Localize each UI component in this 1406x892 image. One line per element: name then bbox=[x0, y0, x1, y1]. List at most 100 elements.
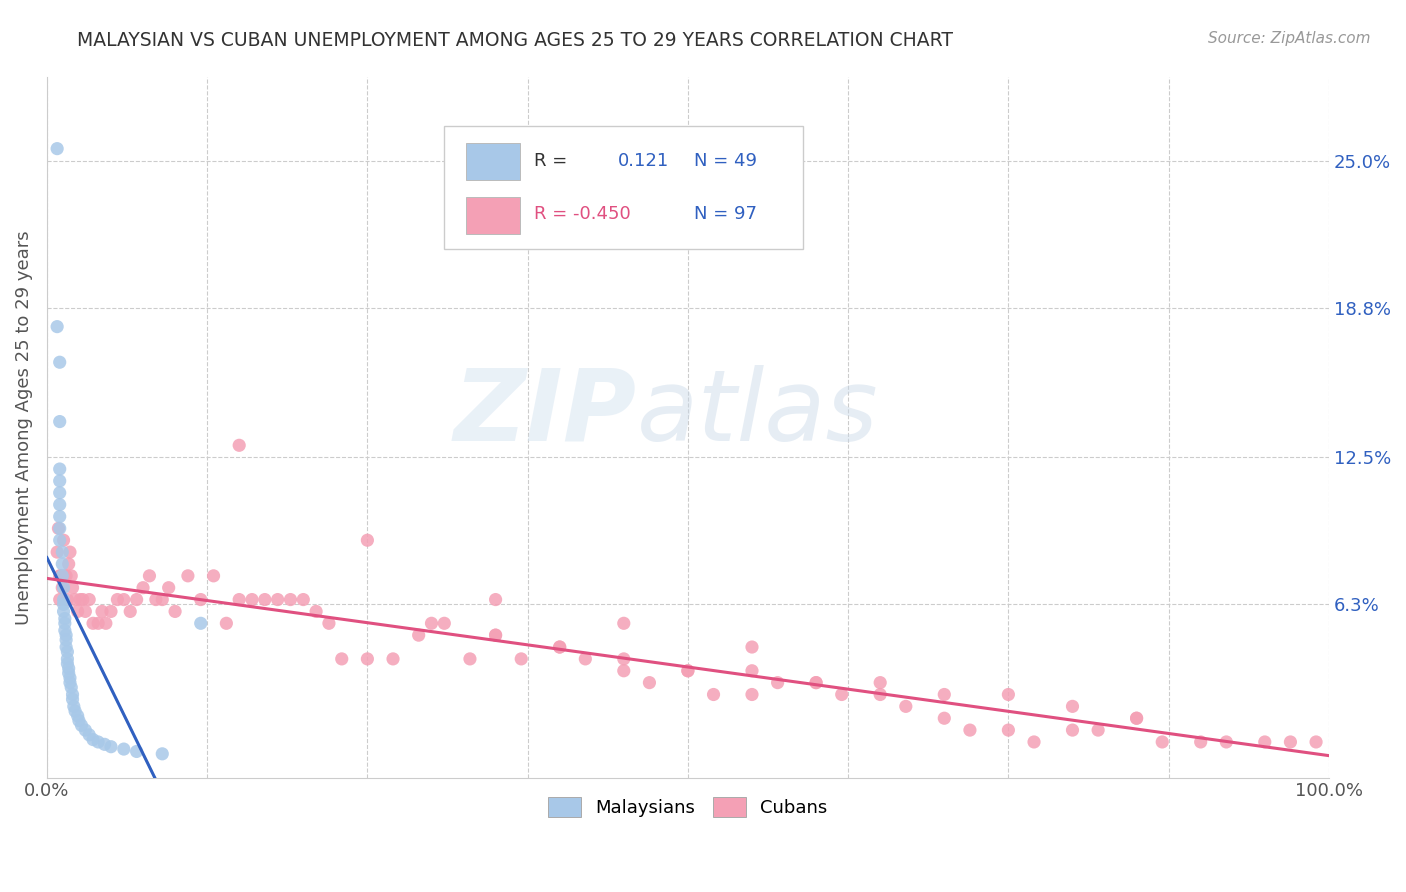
Point bbox=[1125, 711, 1147, 725]
Point bbox=[46, 319, 69, 334]
Point bbox=[59, 675, 82, 690]
Point bbox=[741, 640, 763, 654]
Point bbox=[125, 744, 148, 758]
Point bbox=[190, 592, 212, 607]
Point bbox=[63, 704, 86, 718]
Text: ZIP: ZIP bbox=[454, 365, 637, 462]
Point bbox=[959, 723, 981, 737]
Point bbox=[67, 714, 90, 728]
Point bbox=[60, 681, 83, 695]
Y-axis label: Unemployment Among Ages 25 to 29 years: Unemployment Among Ages 25 to 29 years bbox=[15, 230, 32, 624]
Point bbox=[202, 569, 225, 583]
Point bbox=[484, 592, 506, 607]
Point bbox=[60, 569, 83, 583]
Point bbox=[150, 592, 173, 607]
Point bbox=[215, 616, 238, 631]
Text: R = -0.450: R = -0.450 bbox=[534, 205, 631, 223]
Point bbox=[894, 699, 917, 714]
Point bbox=[62, 581, 84, 595]
Point bbox=[157, 581, 180, 595]
Point bbox=[1189, 735, 1212, 749]
Point bbox=[48, 355, 70, 369]
Point bbox=[58, 661, 80, 675]
Point bbox=[831, 688, 853, 702]
Point bbox=[997, 688, 1019, 702]
Point bbox=[458, 652, 481, 666]
Point bbox=[804, 675, 827, 690]
Point bbox=[1305, 735, 1327, 749]
Point bbox=[240, 592, 263, 607]
Point bbox=[46, 142, 69, 156]
Text: MALAYSIAN VS CUBAN UNEMPLOYMENT AMONG AGES 25 TO 29 YEARS CORRELATION CHART: MALAYSIAN VS CUBAN UNEMPLOYMENT AMONG AG… bbox=[77, 31, 953, 50]
Text: Source: ZipAtlas.com: Source: ZipAtlas.com bbox=[1208, 31, 1371, 46]
Point bbox=[82, 616, 104, 631]
Legend: Malaysians, Cubans: Malaysians, Cubans bbox=[541, 790, 835, 824]
Point bbox=[51, 569, 73, 583]
Point bbox=[548, 640, 571, 654]
Point bbox=[305, 604, 328, 618]
Point bbox=[93, 737, 115, 751]
Text: N = 97: N = 97 bbox=[695, 205, 758, 223]
Point bbox=[132, 581, 155, 595]
Point bbox=[100, 739, 122, 754]
Point bbox=[165, 604, 187, 618]
Point bbox=[1062, 699, 1084, 714]
Bar bbox=[467, 197, 520, 234]
Point bbox=[253, 592, 276, 607]
Point bbox=[356, 652, 378, 666]
Point bbox=[548, 640, 571, 654]
Point bbox=[138, 569, 160, 583]
Point bbox=[70, 718, 93, 732]
Point bbox=[112, 742, 135, 756]
Point bbox=[741, 688, 763, 702]
Point bbox=[87, 735, 110, 749]
Point bbox=[52, 604, 75, 618]
Point bbox=[59, 671, 82, 685]
Point bbox=[869, 675, 891, 690]
Point bbox=[52, 581, 75, 595]
Point bbox=[150, 747, 173, 761]
Point bbox=[125, 592, 148, 607]
Bar bbox=[467, 143, 520, 179]
Point bbox=[46, 545, 69, 559]
Point bbox=[484, 628, 506, 642]
Point bbox=[228, 438, 250, 452]
Point bbox=[48, 474, 70, 488]
Point bbox=[77, 728, 100, 742]
Point bbox=[574, 652, 596, 666]
Point bbox=[55, 640, 77, 654]
Point bbox=[56, 657, 79, 671]
Point bbox=[75, 723, 97, 737]
Point bbox=[1215, 735, 1237, 749]
Point bbox=[1022, 735, 1045, 749]
Point bbox=[91, 604, 114, 618]
Point bbox=[51, 581, 73, 595]
Point bbox=[997, 723, 1019, 737]
Point bbox=[105, 592, 128, 607]
Point bbox=[48, 509, 70, 524]
Point bbox=[420, 616, 443, 631]
Point bbox=[58, 666, 80, 681]
Text: R =: R = bbox=[534, 153, 567, 170]
Point bbox=[613, 664, 636, 678]
Point bbox=[804, 675, 827, 690]
Point bbox=[510, 652, 533, 666]
Point bbox=[51, 557, 73, 571]
Point bbox=[382, 652, 405, 666]
Point bbox=[1279, 735, 1302, 749]
Point bbox=[52, 597, 75, 611]
Point bbox=[1254, 735, 1277, 749]
Point bbox=[87, 616, 110, 631]
Point bbox=[613, 616, 636, 631]
Point bbox=[53, 611, 76, 625]
Point bbox=[48, 415, 70, 429]
Point bbox=[741, 664, 763, 678]
Point bbox=[56, 645, 79, 659]
Point bbox=[190, 616, 212, 631]
Point bbox=[676, 664, 699, 678]
Point bbox=[48, 498, 70, 512]
Point bbox=[145, 592, 167, 607]
Point bbox=[318, 616, 340, 631]
Point bbox=[59, 545, 82, 559]
Point bbox=[934, 711, 956, 725]
